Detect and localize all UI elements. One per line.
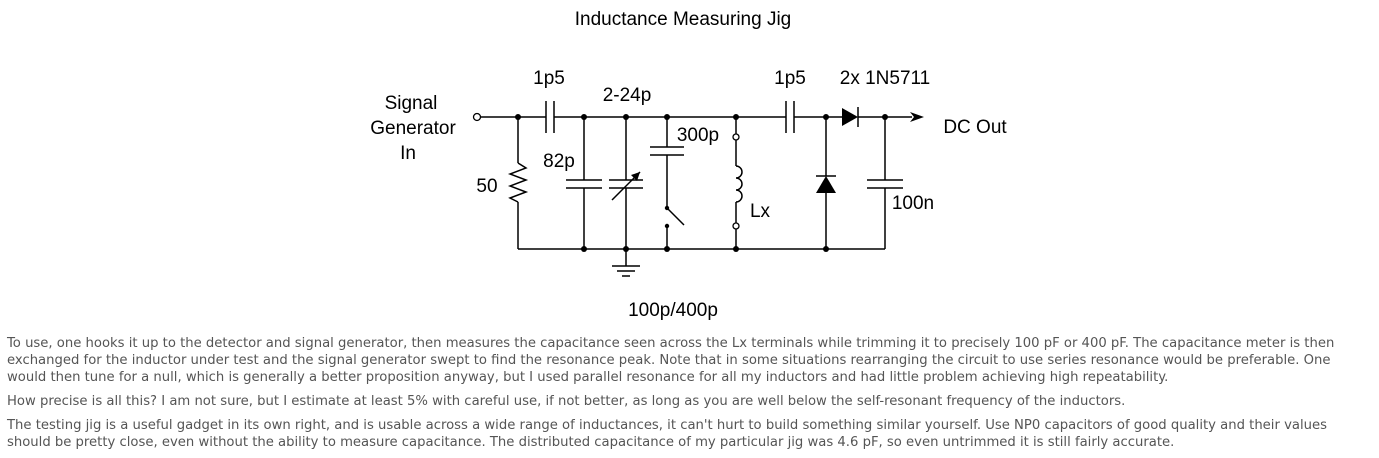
resistor-50 — [507, 117, 529, 249]
paragraph-usage: To use, one hooks it up to the detector … — [7, 336, 1335, 385]
series-diode — [842, 107, 859, 127]
filter-capacitor-label: 100n — [892, 193, 934, 214]
switched-capacitor-label: 300p — [677, 125, 719, 146]
output-arrow — [910, 112, 924, 122]
inductor-label: Lx — [750, 201, 771, 222]
input-capacitor-label: 1p5 — [533, 68, 565, 89]
output-label: DC Out — [943, 117, 1007, 138]
coupling-capacitor-label: 1p5 — [774, 68, 806, 89]
diodes-label: 2x 1N5711 — [840, 68, 931, 89]
input-label-line2: Generator — [370, 118, 456, 139]
paragraph-summary: The testing jig is a useful gadget in it… — [7, 418, 1327, 450]
filter-capacitor-100n — [867, 117, 903, 249]
article-text: To use, one hooks it up to the detector … — [7, 335, 1373, 458]
range-switch — [664, 205, 685, 249]
input-label-line3: In — [400, 143, 416, 164]
diagram-title: Inductance Measuring Jig — [575, 9, 792, 30]
fixed-capacitor-82p — [566, 117, 602, 249]
input-label: Signal Generator In — [370, 93, 456, 164]
input-terminal — [472, 112, 482, 122]
input-capacitor — [545, 101, 555, 133]
paragraph-precision: How precise is all this? I am not sure, … — [7, 394, 1126, 409]
ground-symbol — [612, 249, 640, 277]
fixed-capacitor-label: 82p — [543, 151, 575, 172]
resistor-label: 50 — [476, 176, 497, 197]
shunt-diode — [816, 117, 836, 249]
coupling-capacitor — [785, 101, 795, 133]
range-switch-label: 100p/400p — [628, 300, 718, 321]
trimmer-capacitor-label: 2-24p — [603, 85, 652, 106]
trimmer-capacitor — [609, 117, 643, 249]
schematic-diagram: Inductance Measuring Jig Signal Generato… — [370, 9, 1007, 321]
junction-dots — [515, 114, 888, 252]
inductor-lx — [732, 117, 743, 249]
input-label-line1: Signal — [385, 93, 438, 114]
switched-capacitor-300p — [650, 117, 684, 208]
